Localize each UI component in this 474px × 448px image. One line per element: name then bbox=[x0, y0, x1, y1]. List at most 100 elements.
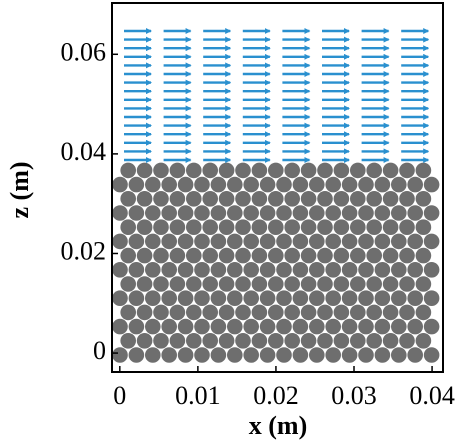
particle bbox=[333, 333, 350, 349]
particle bbox=[145, 262, 161, 278]
particle bbox=[202, 247, 218, 264]
particle bbox=[300, 333, 317, 349]
particle bbox=[358, 318, 374, 335]
particle bbox=[268, 162, 284, 179]
particle bbox=[161, 347, 177, 363]
particle bbox=[128, 290, 145, 307]
particle bbox=[169, 276, 186, 292]
particle bbox=[169, 162, 186, 179]
particle bbox=[423, 233, 440, 250]
particle bbox=[350, 304, 366, 321]
particle bbox=[292, 318, 309, 335]
particle bbox=[186, 162, 202, 179]
particle bbox=[374, 176, 391, 193]
particle bbox=[333, 219, 350, 235]
particle bbox=[374, 290, 391, 307]
particle bbox=[186, 219, 202, 235]
particle bbox=[407, 318, 424, 335]
particle bbox=[251, 219, 268, 235]
particle bbox=[251, 162, 268, 179]
particle bbox=[309, 318, 325, 335]
particle bbox=[276, 233, 292, 250]
particle bbox=[120, 247, 136, 264]
particle bbox=[374, 262, 391, 278]
particle bbox=[300, 191, 317, 207]
particle bbox=[120, 276, 136, 292]
particle bbox=[120, 333, 136, 349]
particle bbox=[202, 219, 218, 235]
particle bbox=[309, 347, 325, 363]
particle bbox=[350, 276, 366, 292]
particle bbox=[128, 233, 145, 250]
particle bbox=[350, 219, 366, 235]
particle bbox=[309, 205, 325, 221]
particle bbox=[161, 233, 177, 250]
particle bbox=[194, 176, 210, 193]
particle bbox=[227, 205, 243, 221]
particle bbox=[202, 333, 218, 349]
x-tick-label: 0.01 bbox=[175, 381, 221, 410]
particle bbox=[276, 176, 292, 193]
particle bbox=[317, 219, 333, 235]
particle bbox=[309, 176, 325, 193]
particle bbox=[391, 176, 407, 193]
particle bbox=[415, 162, 432, 179]
particle bbox=[276, 262, 292, 278]
particle bbox=[407, 233, 424, 250]
particle bbox=[194, 318, 210, 335]
plot-frame bbox=[111, 2, 444, 373]
particle bbox=[218, 304, 235, 321]
particle bbox=[407, 176, 424, 193]
particle bbox=[153, 304, 169, 321]
particle bbox=[112, 176, 128, 193]
particle bbox=[227, 176, 243, 193]
particle bbox=[153, 247, 169, 264]
particle-bed bbox=[112, 162, 440, 363]
particle bbox=[227, 233, 243, 250]
particle bbox=[235, 333, 251, 349]
particle bbox=[300, 247, 317, 264]
particle bbox=[210, 318, 227, 335]
particle bbox=[374, 205, 391, 221]
particle bbox=[350, 333, 366, 349]
particle bbox=[300, 304, 317, 321]
particle bbox=[358, 205, 374, 221]
particle bbox=[210, 176, 227, 193]
particle bbox=[341, 347, 358, 363]
particle bbox=[235, 247, 251, 264]
particle bbox=[309, 262, 325, 278]
particle bbox=[317, 191, 333, 207]
particle bbox=[358, 176, 374, 193]
particle bbox=[341, 233, 358, 250]
particle bbox=[268, 247, 284, 264]
particle bbox=[161, 262, 177, 278]
particle bbox=[136, 276, 153, 292]
particle bbox=[235, 162, 251, 179]
particle bbox=[333, 162, 350, 179]
particle bbox=[161, 290, 177, 307]
particle bbox=[423, 318, 440, 335]
particle bbox=[218, 247, 235, 264]
particle bbox=[177, 347, 194, 363]
particle bbox=[120, 304, 136, 321]
particle bbox=[358, 262, 374, 278]
particle bbox=[227, 347, 243, 363]
particle bbox=[194, 290, 210, 307]
particle bbox=[177, 233, 194, 250]
particle bbox=[153, 191, 169, 207]
particle bbox=[415, 304, 432, 321]
particle bbox=[292, 233, 309, 250]
particle bbox=[325, 318, 342, 335]
particle bbox=[399, 162, 415, 179]
particle bbox=[350, 162, 366, 179]
particle bbox=[161, 318, 177, 335]
particle bbox=[333, 276, 350, 292]
particle bbox=[136, 191, 153, 207]
particle bbox=[268, 191, 284, 207]
particle bbox=[366, 219, 383, 235]
particle bbox=[284, 304, 301, 321]
particle bbox=[415, 247, 432, 264]
particle bbox=[243, 205, 259, 221]
particle bbox=[259, 290, 276, 307]
particle bbox=[358, 233, 374, 250]
